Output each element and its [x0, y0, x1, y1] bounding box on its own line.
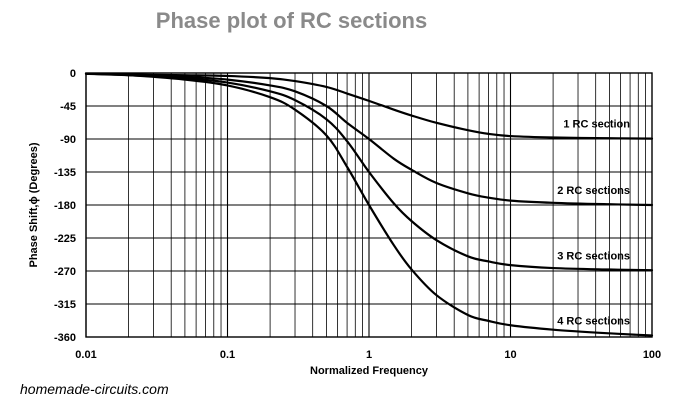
plot-frame	[85, 72, 653, 338]
y-tick-label: -135	[54, 167, 76, 179]
x-tick-label: 0.1	[220, 349, 235, 361]
y-axis-label: Phase Shift,ϕ (Degrees)	[28, 142, 40, 268]
series-line-3	[84, 72, 654, 272]
chart-title: Phase plot of RC sections	[155, 8, 428, 33]
x-axis-label: Normalized Frequency	[310, 365, 428, 377]
x-tick-label: 1	[366, 349, 372, 361]
series-label-3: 3 RC sections	[557, 250, 630, 262]
series-line-4	[84, 72, 654, 337]
y-tick-label: -45	[60, 101, 76, 113]
series-line-1	[84, 72, 654, 140]
y-tick-label: -180	[54, 200, 76, 212]
y-tick-label: -360	[54, 332, 76, 344]
series-layer: 1 RC section 2 RC sections 3 RC sections 4 …	[84, 72, 654, 337]
x-tick-label: 10	[504, 349, 516, 361]
y-tick-label: -90	[60, 134, 76, 146]
grid-layer	[85, 72, 652, 338]
x-tick-label: 0.01	[75, 349, 96, 361]
y-tick-label: -315	[54, 299, 76, 311]
y-tick-label: -270	[54, 266, 76, 278]
tick-labels-layer: 0 -45 -90 -135 -180 -225 -270 -315 -360 0.01 0.1 1 1…	[54, 68, 661, 361]
series-label-4: 4 RC sections	[557, 316, 630, 328]
y-tick-label: -225	[54, 233, 76, 245]
y-tick-label: 0	[70, 68, 76, 80]
series-label-1: 1 RC section	[563, 119, 630, 131]
site-watermark: homemade-circuits.com	[20, 381, 169, 397]
series-line-2	[84, 72, 654, 207]
series-label-2: 2 RC sections	[557, 185, 630, 197]
x-tick-label: 100	[643, 349, 661, 361]
